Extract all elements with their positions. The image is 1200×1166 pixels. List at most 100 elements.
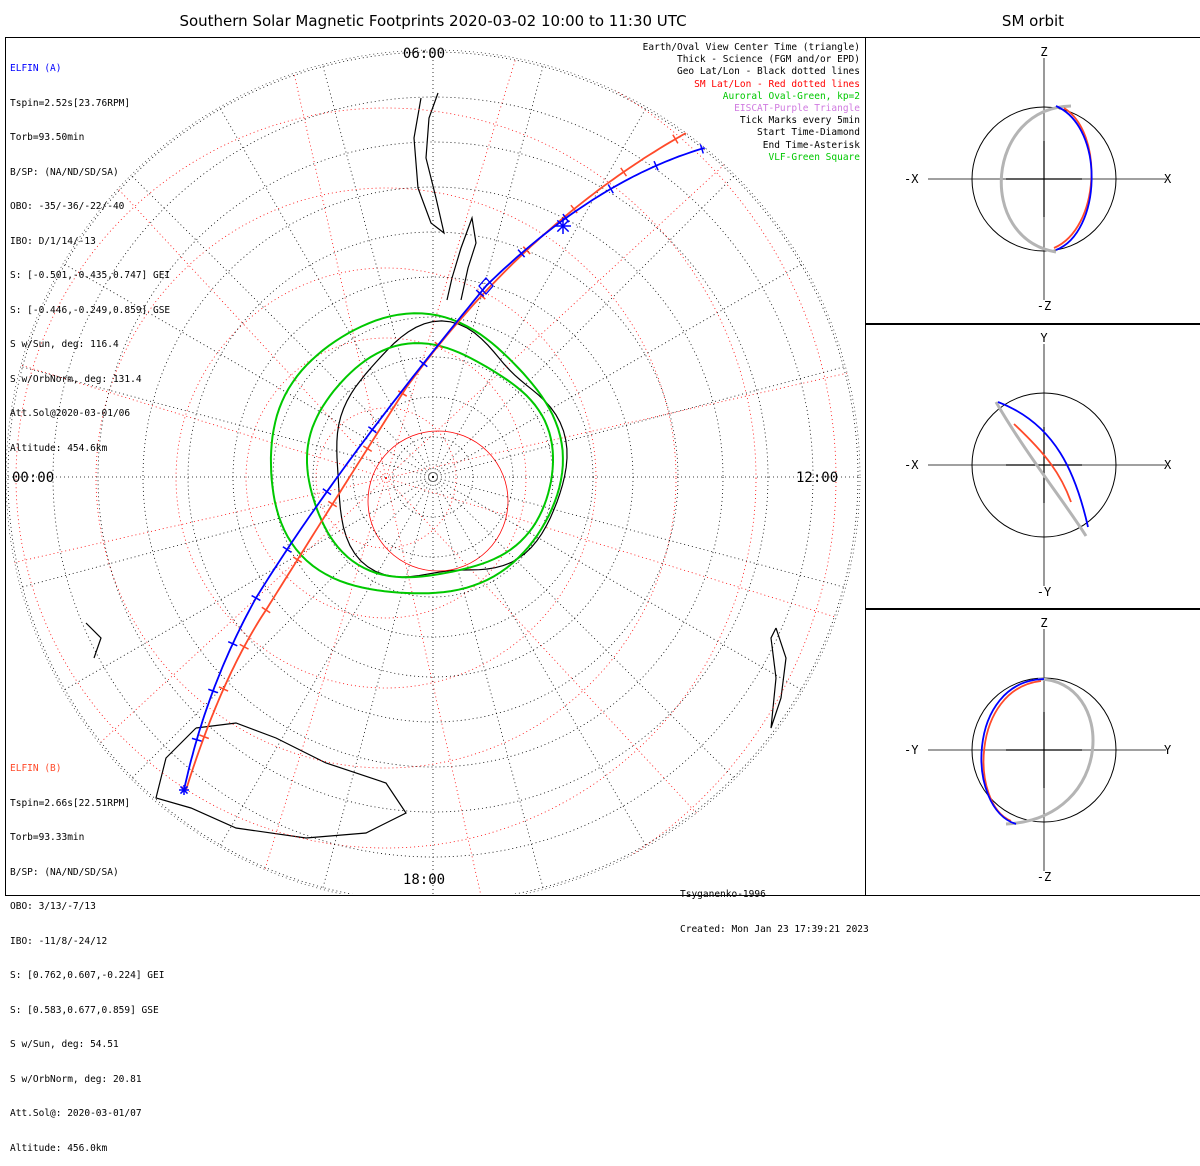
axis-label-right: X: [1164, 458, 1172, 472]
elfin-b-ibo: IBO: -11/8/-24/12: [10, 935, 108, 947]
sm-panel: Y -Y -X X: [904, 331, 1172, 599]
elfin-a-tick: [227, 640, 238, 647]
sm-panel: Z -Z -X X: [904, 45, 1172, 313]
mlt-label-top: 06:00: [403, 46, 445, 62]
elfin-a-tick: [517, 249, 526, 258]
elfin-a-start-diamond: [478, 277, 494, 295]
geo-lon-line: [432, 64, 544, 478]
geo-lon-line: [432, 476, 846, 588]
sm-orbit-panel-xy: [865, 323, 1200, 610]
elfin-a-tick: [282, 546, 292, 553]
mlt-label-right: 12:00: [796, 470, 838, 486]
elfin-b-track: [185, 132, 687, 791]
axis-label-top: Z: [1040, 616, 1047, 630]
elfin-b-s-gse: S: [0.583,0.677,0.859] GSE: [10, 1004, 159, 1016]
geo-lon-line: [432, 476, 736, 780]
legend-vlf: VLF-Green Square: [768, 151, 860, 163]
elfin-b-orbit: [982, 680, 1042, 822]
geo-lon-line: [432, 476, 544, 890]
sm-lat-circle: [6, 50, 837, 894]
axis-label-top: Y: [1040, 331, 1048, 345]
legend-auroral-oval: Auroral Oval-Green, kp=2: [722, 90, 860, 102]
elfin-a-track-end-stroke: [179, 785, 189, 795]
auroral-oval: [269, 312, 564, 595]
elfin-a-s-gei: S: [-0.501,-0.435,0.747] GEI: [10, 270, 171, 281]
elfin-b-orbit: [1053, 107, 1093, 249]
axis-label-bottom: -Z: [1037, 299, 1051, 313]
elfin-a-altitude: Altitude: 454.6km: [10, 442, 108, 454]
sm-lat-circle: [175, 267, 597, 689]
sm-orbit-plots: Z -Z -X X Y -Y -X X Z -Z -Y Y: [904, 45, 1172, 884]
axis-label-left: -X: [904, 172, 919, 186]
elfin-b-tick: [239, 643, 249, 650]
geo-lon-line: [432, 366, 846, 478]
elfin-a-ibo: IBO: D/1/14/-13: [10, 235, 96, 247]
elfin-b-obo: OBO: 3/13/-7/13: [10, 901, 96, 912]
geo-lon-line: [219, 107, 434, 478]
elfin-a-tick: [322, 488, 332, 496]
elfin-b-name: ELFIN (B): [10, 763, 62, 774]
axis-label-right: Y: [1164, 743, 1172, 757]
legend-geo-grid: Geo Lat/Lon - Black dotted lines: [676, 66, 860, 78]
geo-lon-line: [63, 476, 434, 691]
elfin-b-tick: [362, 445, 373, 452]
elfin-b-tick: [292, 556, 303, 563]
elfin-a-orbnorm-angle: S w/OrbNorm, deg: 131.4: [10, 373, 142, 385]
axis-label-left: -Y: [904, 743, 919, 757]
sm-lon-line: [385, 322, 860, 479]
elfin-b-tick: [397, 390, 408, 397]
legend: Earth/Oval View Center Time (triangle) T…: [643, 42, 860, 164]
elfin-b-sun-angle: S w/Sun, deg: 54.51: [10, 1039, 119, 1050]
model-name: Tsyganenko-1996: [680, 889, 766, 900]
axis-label-left: -X: [904, 458, 919, 472]
landmasses: [85, 92, 787, 839]
elfin-a-sun-angle: S w/Sun, deg: 116.4: [10, 339, 119, 350]
elfin-a-att-sol: Att.Sol@2020-03-01/06: [10, 408, 131, 419]
mlt-label-left: 00:00: [12, 470, 54, 486]
elfin-a-tick: [251, 594, 261, 602]
elfin-b-orbnorm-angle: S w/OrbNorm, deg: 20.81: [10, 1073, 142, 1085]
elfin-a-end-asterisk-stroke: [556, 219, 570, 233]
sm-lat-circle: [315, 407, 457, 549]
elfin-a-torb: Torb=93.50min: [10, 132, 85, 143]
elfin-b-info: ELFIN (B) Tspin=2.66s[22.51RPM] Torb=93.…: [10, 740, 164, 1166]
geo-lon-line: [432, 476, 803, 691]
sm-lon-line: [6, 270, 387, 479]
geo-lon-line: [432, 174, 736, 478]
legend-end-time: End Time-Asterisk: [762, 139, 860, 151]
auroral-oval-inner: [306, 342, 554, 579]
sm-lon-line: [178, 477, 387, 894]
elfin-a-track: [183, 145, 712, 791]
geo-lon-line: [219, 476, 434, 847]
elfin-a-info: ELFIN (A) Tspin=2.52s[23.76RPM] Torb=93.…: [10, 40, 170, 466]
sm-lon-line: [230, 50, 387, 479]
elfin-b-tick: [199, 734, 210, 740]
map-border: [6, 49, 861, 894]
sm-orbit-title: SM orbit: [1001, 12, 1065, 30]
map-content: [6, 50, 860, 894]
elfin-b-tick: [218, 686, 229, 692]
credits: Tsyganenko-1996 Created: Mon Jan 23 17:3…: [680, 866, 869, 947]
antarctic-peninsula-coast: [446, 215, 477, 301]
elfin-a-end-asterisk: [555, 218, 571, 234]
elfin-a-bsp: B/SP: (NA/ND/SD/SA): [10, 166, 119, 178]
elfin-a-s-gse: S: [-0.446,-0.249,0.859] GSE: [10, 304, 171, 316]
elfin-b-tick: [327, 500, 338, 508]
antarctica-coast: [336, 320, 568, 578]
axis-label-top: Z: [1040, 45, 1047, 59]
orbit-nightside-path: [1005, 677, 1095, 826]
mlt-label-bottom: 18:00: [403, 872, 445, 888]
elfin-a-tick: [607, 184, 614, 194]
legend-science: Thick - Science (FGM and/or EPD): [676, 54, 860, 66]
elfin-b-tick: [261, 606, 271, 614]
geo-lat-circle: [142, 186, 724, 768]
sm-lat-circle: [95, 187, 677, 769]
sm-lon-line: [6, 477, 387, 634]
sm-pole-circle: [367, 430, 509, 572]
orbit-nightside-path: [994, 401, 1088, 537]
sm-lon-line: [385, 50, 860, 479]
elfin-a-tick: [418, 359, 428, 368]
sm-lon-line: [6, 50, 387, 479]
sm-lon-line: [385, 477, 542, 894]
elfin-a-tspin: Tspin=2.52s[23.76RPM]: [10, 97, 131, 109]
